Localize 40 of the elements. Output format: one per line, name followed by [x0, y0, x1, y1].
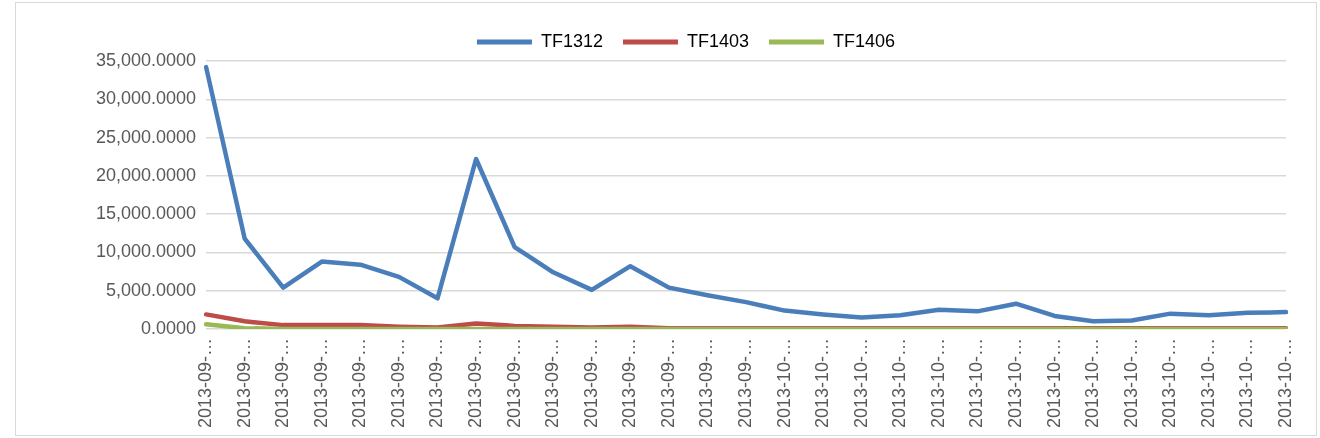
x-tick-label: 2013-10-… [1274, 337, 1295, 429]
x-tick-label: 2013-09-… [233, 337, 254, 429]
x-tick-label: 2013-10-… [1043, 337, 1064, 429]
legend-label: TF1403 [686, 30, 750, 51]
y-tick-label: 5,000.0000 [106, 279, 197, 300]
x-tick-label: 2013-09-… [387, 337, 408, 429]
y-tick-label: 20,000.0000 [95, 164, 197, 185]
x-tick-label: 2013-10-… [850, 337, 871, 429]
x-tick-label: 2013-10-… [773, 337, 794, 429]
x-tick-label: 2013-09-… [310, 337, 331, 429]
x-tick-label: 2013-10-… [966, 337, 987, 429]
x-tick-label: 2013-09-… [542, 337, 563, 429]
y-tick-label: 35,000.0000 [95, 49, 197, 70]
x-tick-label: 2013-09-… [735, 337, 756, 429]
x-tick-label: 2013-10-… [927, 337, 948, 429]
legend-label: TF1406 [833, 30, 896, 51]
legend-label: TF1312 [540, 30, 603, 51]
x-tick-label: 2013-10-… [1004, 337, 1025, 429]
y-tick-label: 30,000.0000 [95, 88, 197, 109]
y-tick-label: 25,000.0000 [95, 126, 197, 147]
x-tick-label: 2013-09-… [426, 337, 447, 429]
x-tick-label: 2013-10-… [889, 337, 910, 429]
y-tick-label: 15,000.0000 [95, 203, 197, 224]
x-tick-label: 2013-09-… [580, 337, 601, 429]
x-tick-label: 2013-09-… [272, 337, 293, 429]
y-tick-label: 10,000.0000 [95, 241, 197, 262]
x-tick-label: 2013-09-… [465, 337, 486, 429]
x-tick-label: 2013-10-… [1236, 337, 1257, 429]
x-tick-label: 2013-10-… [1082, 337, 1103, 429]
x-tick-label: 2013-09-… [349, 337, 370, 429]
x-tick-label: 2013-10-… [1197, 337, 1218, 429]
y-tick-label: 0.0000 [141, 317, 197, 338]
x-tick-label: 2013-09-… [696, 337, 717, 429]
x-tick-label: 2013-09-… [195, 337, 216, 429]
x-tick-label: 2013-09-… [657, 337, 678, 429]
x-tick-label: 2013-10-… [1159, 337, 1180, 429]
x-tick-label: 2013-10-… [812, 337, 833, 429]
x-tick-label: 2013-09-… [619, 337, 640, 429]
x-tick-label: 2013-10-… [1120, 337, 1141, 429]
x-tick-label: 2013-09-… [503, 337, 524, 429]
